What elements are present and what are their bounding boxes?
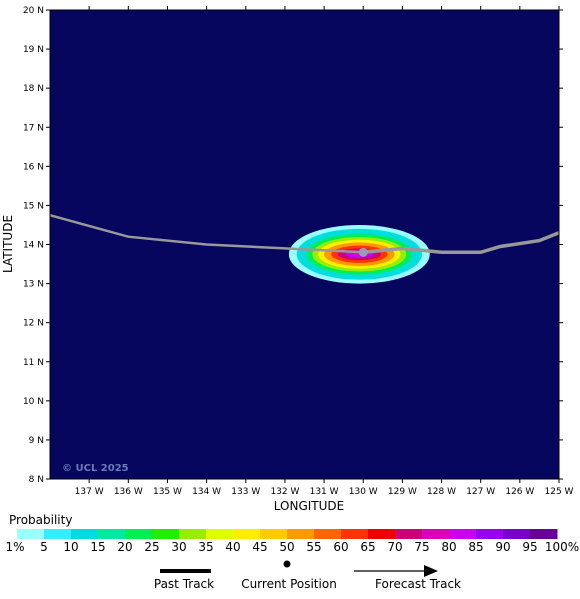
latitude-axis: 8 N 9 N 10 N 11 N 12 N 13 N 14 N 15 N 16 N 17 N 18… bbox=[23, 6, 563, 485]
colorbar-label: 90 bbox=[495, 540, 510, 554]
current-position-label: Current Position bbox=[241, 577, 337, 591]
lat-tick-label: 12 N bbox=[23, 319, 44, 329]
colorbar-swatch bbox=[314, 529, 342, 539]
colorbar-swatch bbox=[71, 529, 99, 539]
colorbar-label: 70 bbox=[387, 540, 402, 554]
lon-tick-label: 133 W bbox=[231, 487, 260, 497]
forecast-track-label: Forecast Track bbox=[375, 577, 461, 591]
current-position-symbol bbox=[283, 560, 291, 568]
lon-tick-label: 127 W bbox=[466, 487, 495, 497]
y-axis-title: LATITUDE bbox=[1, 215, 15, 273]
colorbar-label: 15 bbox=[90, 540, 105, 554]
colorbar-label: 65 bbox=[360, 540, 375, 554]
legend-past-track: Past Track bbox=[154, 569, 214, 591]
colorbar-swatch bbox=[476, 529, 504, 539]
colorbar-label: 30 bbox=[171, 540, 186, 554]
colorbar-swatch bbox=[152, 529, 180, 539]
colorbar-swatch bbox=[17, 529, 45, 539]
lat-tick-label: 10 N bbox=[23, 397, 44, 407]
colorbar-swatch bbox=[503, 529, 531, 539]
storm-tracks bbox=[50, 213, 559, 257]
lon-tick-label: 134 W bbox=[192, 487, 221, 497]
copyright-label: © UCL 2025 bbox=[62, 463, 129, 474]
lat-tick-label: 14 N bbox=[23, 241, 44, 251]
colorbar-label: 5 bbox=[40, 540, 48, 554]
lon-tick-label: 126 W bbox=[505, 487, 534, 497]
past-track-label: Past Track bbox=[154, 577, 214, 591]
colorbar-swatch bbox=[449, 529, 477, 539]
lon-tick-label: 132 W bbox=[270, 487, 299, 497]
forecast-arrow-icon bbox=[424, 565, 438, 577]
colorbar-swatch bbox=[125, 529, 153, 539]
colorbar-label: 80 bbox=[441, 540, 456, 554]
lon-tick-label: 136 W bbox=[114, 487, 143, 497]
colorbar-label: 95 bbox=[522, 540, 537, 554]
lat-tick-label: 16 N bbox=[23, 162, 44, 172]
colorbar-swatch bbox=[260, 529, 288, 539]
colorbar-label: 45 bbox=[252, 540, 267, 554]
colorbar-label: 40 bbox=[225, 540, 240, 554]
probability-labels: 1% 5 10 15 20 25 30 35 40 45 50 55 60 65 70 75 80 85 90 95 1… bbox=[5, 540, 579, 554]
colorbar-swatch bbox=[368, 529, 396, 539]
lon-tick-label: 137 W bbox=[75, 487, 104, 497]
colorbar-swatch bbox=[98, 529, 126, 539]
lon-tick-label: 125 W bbox=[545, 487, 574, 497]
longitude-axis: 137 W 136 W 135 W 134 W 133 W 132 W 131 W 130 W… bbox=[75, 6, 574, 497]
probability-colorbar bbox=[17, 529, 558, 539]
lon-tick-label: 129 W bbox=[388, 487, 417, 497]
current-position-marker[interactable] bbox=[358, 247, 368, 257]
colorbar-swatch bbox=[395, 529, 423, 539]
colorbar-swatch bbox=[44, 529, 72, 539]
lat-tick-label: 18 N bbox=[23, 84, 44, 94]
colorbar-swatch bbox=[341, 529, 369, 539]
colorbar-label: 85 bbox=[468, 540, 483, 554]
legend-title: Probability bbox=[9, 513, 72, 527]
lat-tick-label: 19 N bbox=[23, 45, 44, 55]
lat-tick-label: 15 N bbox=[23, 201, 44, 211]
colorbar-label: 60 bbox=[333, 540, 348, 554]
colorbar-swatch bbox=[422, 529, 450, 539]
lon-tick-label: 131 W bbox=[310, 487, 339, 497]
colorbar-label: 75 bbox=[414, 540, 429, 554]
colorbar-label: 50 bbox=[279, 540, 294, 554]
lon-tick-label: 135 W bbox=[153, 487, 182, 497]
lat-tick-label: 8 N bbox=[29, 475, 44, 485]
legend-forecast-track: Forecast Track bbox=[354, 565, 461, 591]
lat-tick-label: 17 N bbox=[23, 123, 44, 133]
lon-tick-label: 130 W bbox=[349, 487, 378, 497]
colorbar-label: 35 bbox=[198, 540, 213, 554]
lon-tick-label: 128 W bbox=[427, 487, 456, 497]
lat-tick-label: 20 N bbox=[23, 6, 44, 16]
legend-current-position: Current Position bbox=[241, 560, 337, 591]
colorbar-swatch bbox=[179, 529, 207, 539]
forecast-track-line bbox=[363, 231, 559, 255]
colorbar-swatch bbox=[233, 529, 261, 539]
colorbar-label: 55 bbox=[306, 540, 321, 554]
lat-tick-label: 11 N bbox=[23, 358, 44, 368]
colorbar-swatch bbox=[206, 529, 234, 539]
colorbar-swatch bbox=[530, 529, 558, 539]
colorbar-label: 25 bbox=[144, 540, 159, 554]
colorbar-label: 20 bbox=[117, 540, 132, 554]
colorbar-label: 1% bbox=[5, 540, 24, 554]
colorbar-label: 10 bbox=[63, 540, 78, 554]
past-track-line bbox=[50, 213, 364, 254]
colorbar-label: 100% bbox=[545, 540, 579, 554]
colorbar-swatch bbox=[287, 529, 315, 539]
x-axis-title: LONGITUDE bbox=[274, 499, 344, 513]
lat-tick-label: 13 N bbox=[23, 280, 44, 290]
lat-tick-label: 9 N bbox=[29, 436, 44, 446]
